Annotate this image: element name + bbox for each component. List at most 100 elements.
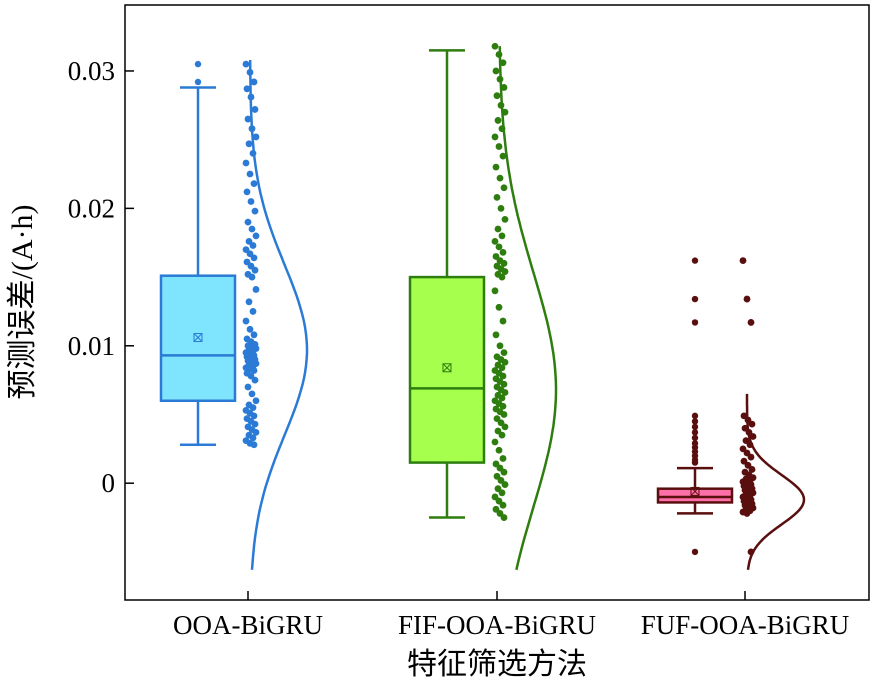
data-point — [491, 42, 499, 50]
outlier-point — [691, 257, 699, 264]
data-point — [242, 317, 250, 325]
data-point — [495, 446, 503, 454]
data-point — [498, 394, 506, 402]
data-point — [251, 376, 259, 384]
data-point — [250, 367, 258, 374]
data-point — [498, 364, 506, 372]
box-iqr — [408, 275, 486, 464]
data-point — [252, 428, 260, 436]
data-point — [251, 207, 259, 215]
data-point — [498, 232, 506, 240]
data-point — [495, 143, 503, 150]
data-point — [500, 380, 508, 388]
data-point — [250, 331, 258, 339]
data-point — [499, 501, 507, 509]
data-point — [491, 237, 499, 245]
data-point — [493, 193, 501, 201]
data-point — [250, 441, 258, 449]
data-point — [494, 225, 502, 233]
data-point — [491, 287, 499, 295]
outlier-point — [691, 295, 699, 303]
data-point — [251, 420, 259, 428]
data-point — [492, 163, 500, 171]
data-point — [501, 268, 509, 275]
data-point — [497, 204, 505, 212]
data-point — [499, 152, 507, 160]
data-point — [248, 273, 256, 281]
data-point — [244, 383, 252, 391]
data-point — [747, 453, 755, 461]
data-point — [245, 298, 253, 306]
data-point — [250, 412, 258, 420]
data-point — [500, 468, 508, 476]
data-point — [249, 434, 257, 442]
series-group-1 — [159, 60, 309, 570]
data-point — [500, 184, 508, 192]
data-point — [242, 159, 250, 167]
data-point — [496, 342, 504, 350]
data-point — [243, 85, 251, 93]
x-axis-title: 特征筛选方法 — [407, 648, 587, 681]
series-layer — [159, 42, 806, 571]
outlier-point — [691, 548, 699, 556]
density-curve — [498, 46, 558, 571]
outlier-point — [691, 423, 699, 431]
data-point — [498, 273, 506, 281]
mean-marker — [442, 363, 452, 373]
data-point — [501, 358, 509, 366]
data-point — [501, 423, 509, 431]
y-ticks: 0 0.01 0.02 0.03 — [68, 56, 134, 498]
data-point — [243, 188, 251, 196]
data-point — [242, 60, 250, 68]
outlier-point — [691, 429, 699, 436]
y-tick-label: 0.03 — [68, 56, 115, 86]
data-point — [494, 117, 502, 124]
data-point — [248, 225, 256, 233]
data-point — [499, 317, 507, 325]
data-point — [749, 433, 757, 440]
data-point — [249, 242, 257, 249]
data-point — [250, 78, 258, 86]
density-curve — [745, 393, 806, 570]
x-tick-label: FIF-OOA-BiGRU — [398, 610, 596, 640]
y-tick-label: 0.01 — [68, 331, 115, 361]
data-point — [495, 243, 503, 251]
density-curve — [248, 60, 309, 570]
data-point — [498, 489, 506, 497]
data-point — [250, 180, 258, 188]
data-point — [499, 455, 507, 462]
data-point — [743, 510, 751, 517]
data-point — [748, 466, 756, 473]
data-point — [252, 133, 260, 141]
outlier-point — [691, 319, 699, 326]
data-point — [495, 303, 503, 311]
data-point — [249, 404, 257, 412]
x-tick-label: OOA-BiGRU — [173, 610, 323, 640]
mean-marker — [193, 333, 203, 343]
outlier-point — [194, 60, 202, 68]
y-tick-label: 0 — [102, 468, 116, 498]
data-point — [501, 481, 509, 488]
data-point — [748, 420, 756, 428]
data-point — [244, 218, 252, 226]
outlier-point — [691, 434, 699, 442]
data-point — [246, 325, 254, 333]
outlier-point — [691, 412, 699, 420]
data-point — [250, 254, 258, 262]
data-point — [244, 115, 252, 123]
data-point — [500, 259, 508, 267]
data-point — [248, 390, 256, 398]
data-point — [246, 170, 254, 178]
data-point — [492, 331, 500, 339]
data-point — [252, 232, 260, 240]
data-point — [747, 319, 755, 326]
data-point — [245, 140, 253, 148]
data-point — [743, 295, 751, 303]
y-axis-title: 预测误差/(A·h) — [6, 205, 39, 400]
data-point — [501, 389, 509, 396]
data-point — [251, 266, 259, 274]
data-point — [739, 257, 747, 264]
data-point — [492, 67, 500, 75]
data-point — [499, 372, 507, 380]
